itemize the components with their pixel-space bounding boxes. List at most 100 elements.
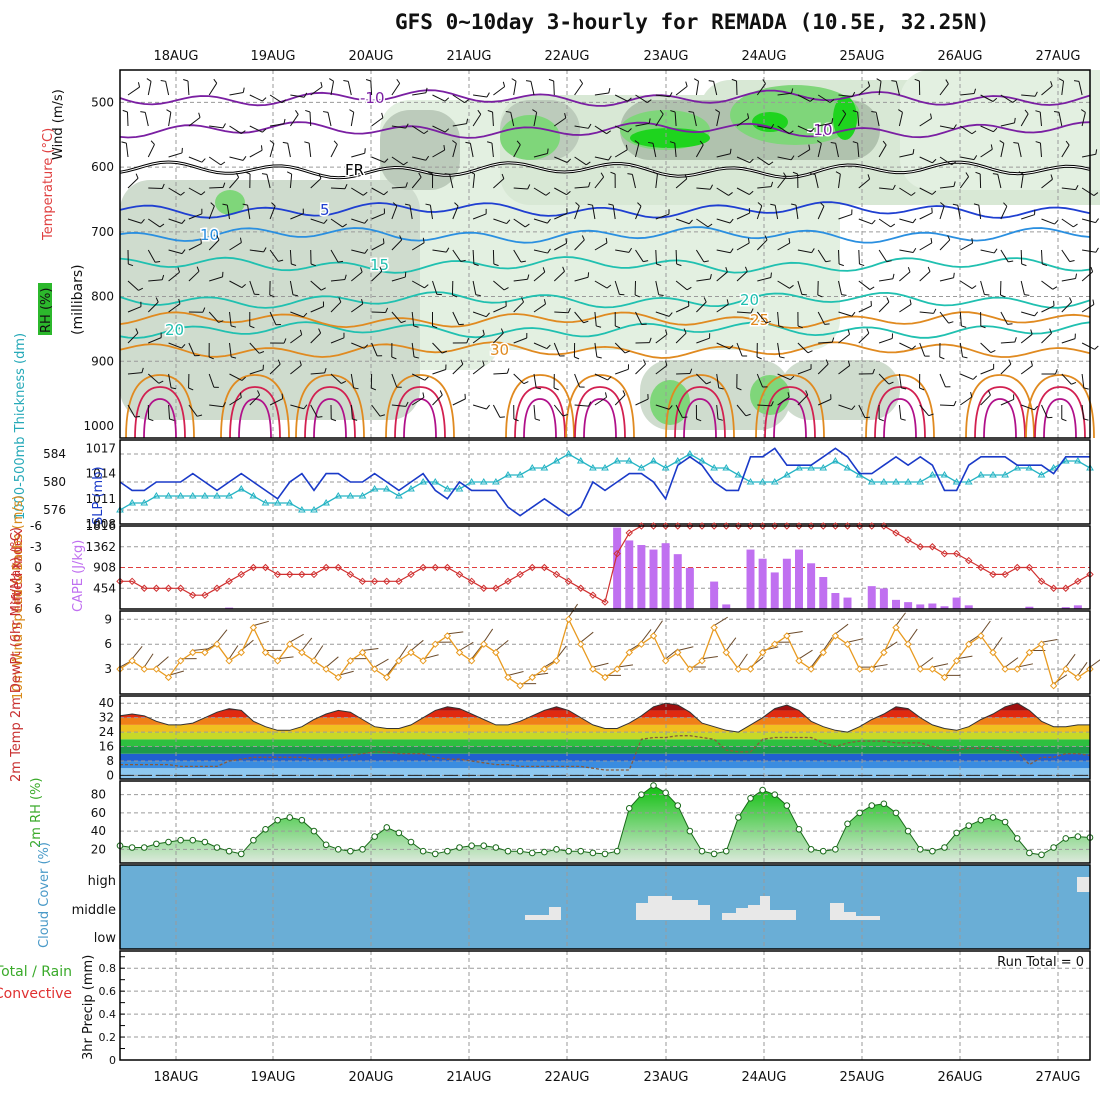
wind-barb-flag	[919, 387, 925, 391]
wind-barb-flag	[810, 128, 815, 133]
wind-barb	[797, 280, 803, 295]
thickness-point	[758, 478, 767, 485]
wind-barb-flag	[992, 173, 998, 175]
wind-barb	[371, 271, 383, 282]
wind-speed-point	[758, 648, 767, 657]
wind-barb	[675, 305, 690, 313]
wind-speed-point	[686, 665, 694, 673]
wind-barb	[226, 205, 230, 220]
wind-speed-point	[904, 640, 912, 648]
wind-barb	[147, 373, 160, 384]
thickness-point	[722, 464, 731, 471]
wind-barb-flag	[222, 203, 228, 206]
rh-area	[120, 180, 420, 420]
wind-barb	[391, 276, 406, 282]
wind-barb	[898, 373, 902, 388]
rh-point	[177, 836, 184, 844]
wind-barb-flag	[708, 80, 714, 82]
cape-bar	[1073, 605, 1082, 609]
surface-isotherm	[974, 386, 1026, 439]
wind-barb	[614, 149, 628, 158]
legend-wind: Wind (m/s)	[51, 89, 66, 160]
wind-barb	[857, 112, 860, 127]
wind-barb	[814, 174, 819, 189]
wind-barb-flag	[383, 191, 389, 196]
wind10m-barb	[653, 620, 663, 635]
wind-barb-flag	[392, 202, 398, 207]
wind-barb-flag	[128, 263, 134, 267]
wind-barb-flag	[852, 141, 858, 144]
wind-barb	[188, 156, 203, 163]
cape-bar	[819, 577, 828, 609]
wind-barb	[472, 364, 485, 375]
li-point	[213, 584, 221, 592]
wind-barb	[351, 342, 365, 349]
wind-barb	[676, 372, 691, 375]
wind-barb	[858, 178, 870, 189]
wind-barb	[330, 218, 343, 228]
wind-barb-flag	[565, 238, 568, 244]
wind-barb-flag	[122, 109, 128, 113]
wind-barb	[655, 113, 664, 127]
thickness-point	[516, 471, 525, 478]
wind10m-barb	[313, 645, 324, 660]
wind-barb	[208, 311, 219, 323]
wind-barb-flag	[878, 418, 884, 422]
wind-barb	[472, 213, 487, 220]
wind-barb	[371, 242, 385, 251]
wind-barb-flag	[222, 182, 226, 188]
surface-isotherm	[983, 398, 1017, 439]
wind-barb	[899, 249, 914, 254]
cloud-tick: low	[94, 931, 117, 946]
wind-barb	[1041, 85, 1053, 96]
wind-barb	[635, 398, 649, 406]
wind-speed-point	[989, 648, 997, 657]
wind-barb	[391, 404, 406, 407]
rh-point	[262, 825, 269, 833]
wind-barb	[919, 242, 933, 251]
wind-barb	[187, 80, 190, 96]
wind-barb-flag	[527, 274, 530, 280]
wind-barb	[168, 249, 183, 255]
wind-barb	[493, 332, 504, 344]
wind-barb-flag	[909, 299, 912, 305]
wind-speed-point	[540, 665, 549, 673]
wind-barb	[330, 301, 342, 313]
wind-barb	[858, 305, 872, 313]
wind-barb	[126, 111, 129, 127]
wind-barb	[432, 94, 446, 102]
wind-barb-flag	[604, 392, 608, 398]
wind-barb	[370, 80, 373, 96]
wind-barb-flag	[365, 78, 371, 82]
wind-barb	[330, 144, 338, 158]
wind-speed-point	[273, 657, 282, 665]
rh-point	[504, 847, 512, 855]
wind-barb-flag	[847, 360, 851, 366]
wind-barb-flag	[788, 130, 794, 135]
wind-barb-flag	[1058, 78, 1064, 82]
li-point	[334, 563, 342, 572]
wind-barb	[1061, 144, 1070, 158]
wind-speed-point	[225, 657, 233, 665]
wind-barb-flag	[588, 401, 592, 407]
li-point	[892, 529, 900, 537]
li-tick: -6	[30, 519, 42, 533]
wind10m-barb	[701, 655, 718, 660]
wind-barb-flag	[241, 376, 247, 381]
thickness-point	[334, 492, 343, 499]
thickness-point	[213, 492, 221, 499]
wind-barb	[594, 373, 608, 381]
wind-barb-flag	[242, 203, 248, 206]
li-point	[201, 591, 209, 599]
thickness-point	[867, 478, 876, 485]
wind-barb-flag	[342, 223, 347, 228]
wind-speed-point	[128, 657, 136, 665]
rh-point	[807, 846, 815, 853]
thickness-point	[1049, 464, 1058, 471]
wind-barb	[696, 218, 709, 228]
wind-speed-point	[1013, 665, 1021, 673]
li-point	[455, 570, 464, 579]
wind-barb-flag	[696, 418, 702, 422]
wind-barb	[757, 125, 772, 130]
rh-point	[250, 836, 257, 844]
